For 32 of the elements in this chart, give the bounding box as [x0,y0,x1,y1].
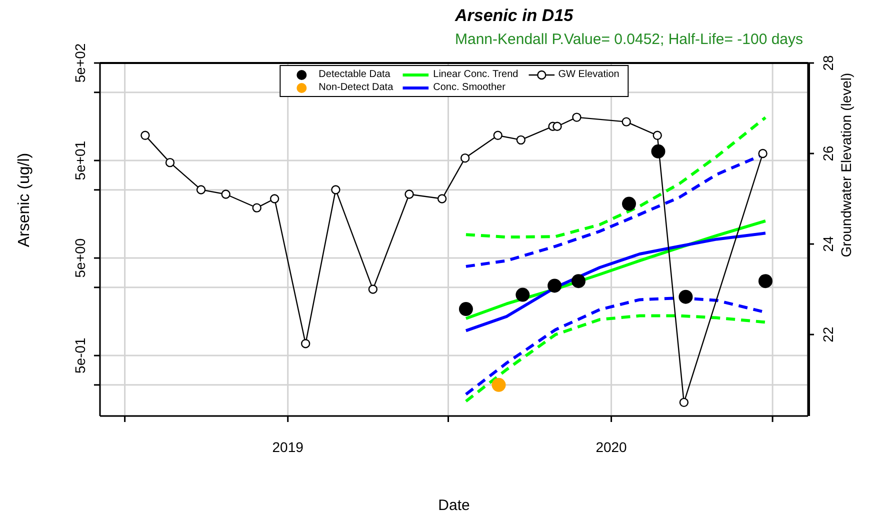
point [758,274,772,288]
legend-label: Conc. Smoother [433,81,506,94]
point [548,278,562,293]
y2-tick-label: 22 [820,326,836,342]
legend-label: Detectable Data [318,68,390,81]
y2-tick-label: 28 [820,55,836,71]
point [651,144,666,158]
chart-title: Arsenic in D15 [455,6,574,26]
line-series [464,116,767,239]
y2-tick-label: 24 [820,236,836,252]
point [572,274,586,288]
point [622,196,636,211]
legend-label: Linear Conc. Trend [433,68,518,81]
y2-axis-title: Groundwater Elevation (level) [838,72,854,258]
point [492,378,506,392]
y-tick-label: 5e+01 [72,140,88,180]
y-tick-label: 5e+02 [72,43,88,83]
point [458,302,473,316]
y-axis-title: Arsenic (ug/l) [16,152,34,247]
point [678,290,693,304]
y-tick-label: 5e-01 [72,337,88,374]
x-tick-label: 2019 [272,439,304,455]
y2-tick-label: 26 [820,146,836,162]
y-tick-label: 5e+00 [72,238,88,278]
line-series [464,314,767,403]
line-series [464,232,767,332]
x-axis-title: Date [438,497,470,514]
legend-label: Non-Detect Data [318,81,394,94]
chart-subtitle: Mann-Kendall P.Value= 0.0452; Half-Life= -100 days [455,31,804,48]
point [516,288,530,302]
x-tick-label: 2020 [596,439,628,455]
legend-label: GW Elevation [558,68,620,81]
